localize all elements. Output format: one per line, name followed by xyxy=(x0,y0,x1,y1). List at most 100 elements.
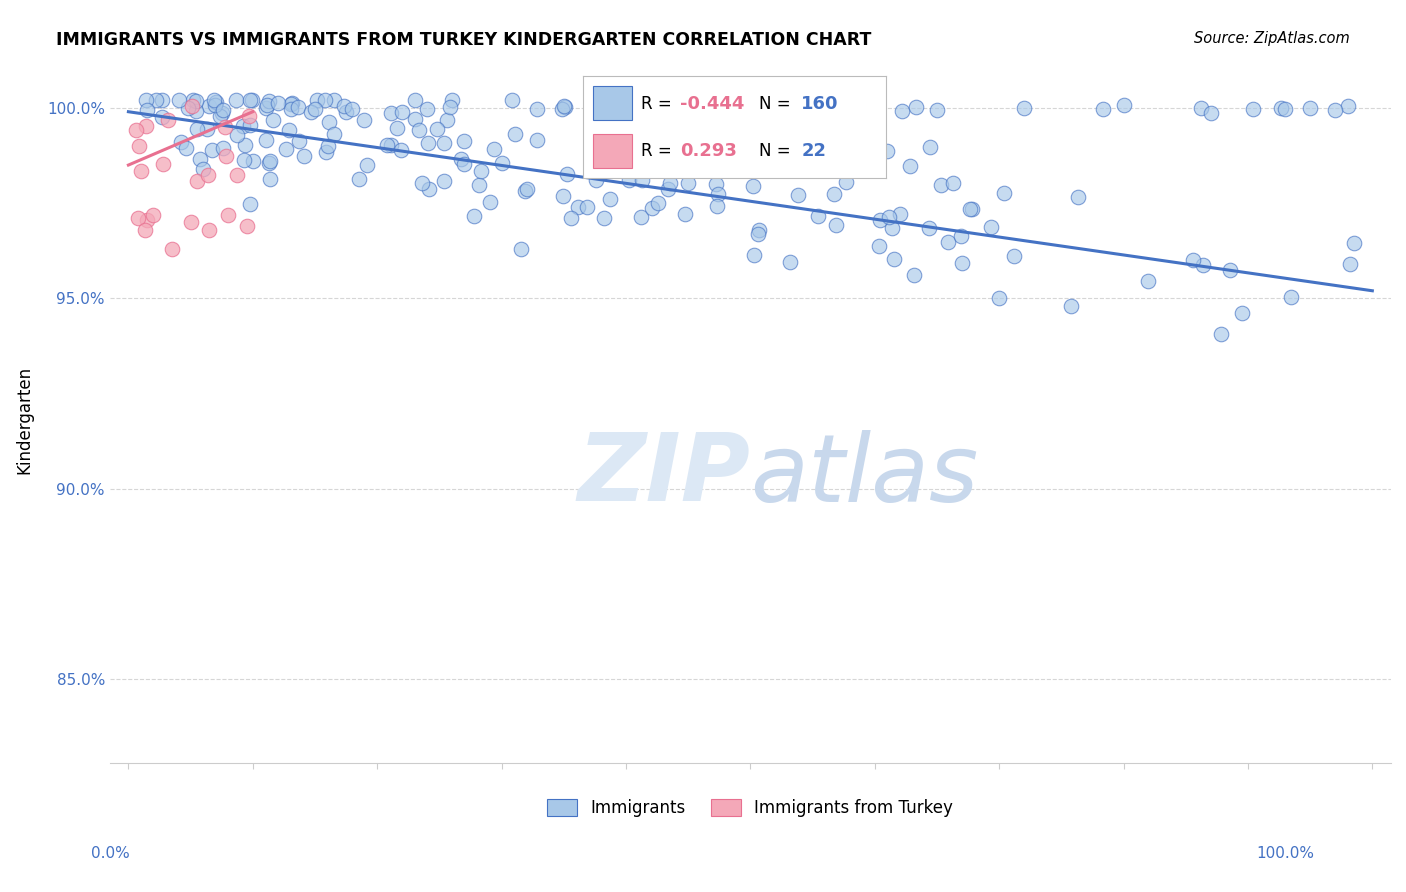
Point xyxy=(240,93,263,107)
Point xyxy=(516,182,538,196)
Point xyxy=(704,177,727,191)
Point xyxy=(501,93,523,107)
Point xyxy=(959,202,981,216)
Point xyxy=(322,93,344,107)
Point xyxy=(411,177,433,191)
Point xyxy=(198,99,221,113)
Point xyxy=(1324,103,1347,117)
Point xyxy=(186,173,208,187)
Text: 22: 22 xyxy=(801,142,827,160)
Point xyxy=(136,212,159,227)
Point xyxy=(202,93,225,107)
Point xyxy=(1002,249,1025,263)
Point xyxy=(287,100,309,114)
Point xyxy=(225,169,247,183)
Point xyxy=(876,145,898,159)
Point xyxy=(174,141,197,155)
Point xyxy=(555,167,578,181)
Point xyxy=(1241,102,1264,116)
Point xyxy=(167,93,190,107)
Point xyxy=(450,152,472,166)
Point xyxy=(304,102,326,116)
Point xyxy=(135,93,157,107)
Point xyxy=(505,127,527,141)
Point xyxy=(891,103,914,118)
Point xyxy=(145,93,167,107)
Point xyxy=(214,120,236,134)
Point xyxy=(463,209,485,223)
Text: R =: R = xyxy=(641,95,676,112)
Point xyxy=(960,202,983,217)
Point xyxy=(1137,274,1160,288)
Point xyxy=(491,155,513,169)
Point xyxy=(619,173,641,187)
Point xyxy=(389,143,412,157)
Point xyxy=(779,255,801,269)
Point xyxy=(1339,257,1361,271)
Point xyxy=(553,99,575,113)
Point xyxy=(142,208,165,222)
Point xyxy=(730,102,752,116)
Point xyxy=(453,134,475,148)
Y-axis label: Kindergarten: Kindergarten xyxy=(15,367,32,475)
Point xyxy=(1112,98,1135,112)
Point xyxy=(150,111,173,125)
Point xyxy=(647,196,669,211)
Point xyxy=(353,113,375,128)
Bar xyxy=(592,87,631,120)
Point xyxy=(280,97,302,112)
Point xyxy=(441,93,464,107)
Point xyxy=(560,211,582,226)
Point xyxy=(225,93,247,107)
Text: 0.293: 0.293 xyxy=(681,142,737,160)
Text: N =: N = xyxy=(759,142,796,160)
Point xyxy=(550,102,572,116)
Point xyxy=(152,156,174,170)
Point xyxy=(342,102,364,116)
Point xyxy=(879,210,901,224)
Point xyxy=(314,93,336,107)
Point xyxy=(658,176,681,190)
Point xyxy=(510,242,533,256)
Point xyxy=(238,109,260,123)
Point xyxy=(673,207,696,221)
Point xyxy=(1060,299,1083,313)
Point xyxy=(217,208,239,222)
Text: -0.444: -0.444 xyxy=(681,95,745,112)
Text: ZIP: ZIP xyxy=(578,429,751,521)
Point xyxy=(418,182,440,196)
Point xyxy=(513,185,536,199)
Point xyxy=(404,93,426,107)
Point xyxy=(233,138,256,153)
Point xyxy=(706,199,728,213)
Point xyxy=(690,151,713,165)
Point xyxy=(526,133,548,147)
Point xyxy=(150,93,173,107)
Point xyxy=(278,123,301,137)
Point xyxy=(825,218,848,232)
Point xyxy=(1199,105,1222,120)
Point xyxy=(226,128,249,143)
Point xyxy=(211,103,233,118)
Point xyxy=(747,227,769,241)
Point xyxy=(553,188,575,202)
Text: Source: ZipAtlas.com: Source: ZipAtlas.com xyxy=(1194,31,1350,46)
Point xyxy=(925,103,948,117)
Point xyxy=(180,99,202,113)
Point xyxy=(191,161,214,176)
Point xyxy=(266,96,288,111)
Point xyxy=(254,101,277,115)
Point xyxy=(134,223,156,237)
Point xyxy=(439,100,461,114)
Text: atlas: atlas xyxy=(751,430,979,521)
Text: N =: N = xyxy=(759,95,796,112)
Point xyxy=(232,119,254,133)
Point xyxy=(950,256,973,270)
Point xyxy=(208,109,231,123)
Point xyxy=(786,188,808,202)
Point xyxy=(1067,190,1090,204)
Point xyxy=(416,136,439,150)
Point xyxy=(125,123,148,137)
Point xyxy=(195,121,218,136)
Point xyxy=(730,101,752,115)
